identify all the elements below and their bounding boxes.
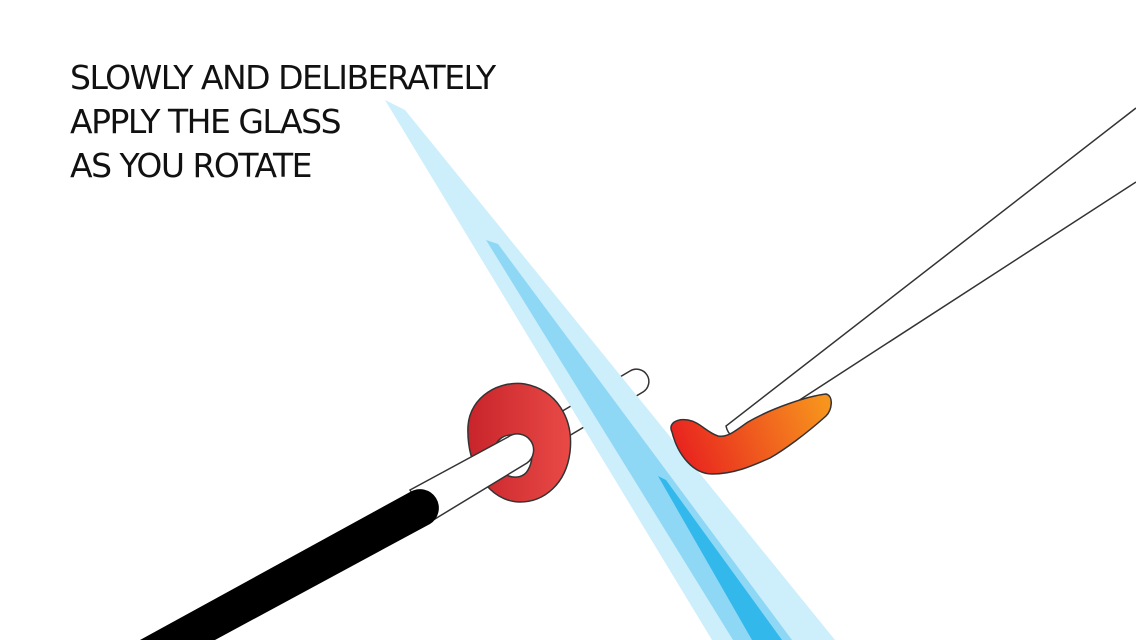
instruction-line-3: AS YOU ROTATE — [70, 146, 313, 185]
flame-mid — [486, 240, 792, 640]
torch-flame — [385, 100, 835, 640]
flame-outer — [385, 100, 835, 640]
molten-glass-tip — [670, 393, 832, 475]
instruction-line-2: APPLY THE GLASS — [70, 102, 342, 141]
mandrel-shaft — [408, 433, 535, 524]
rod-body — [725, 107, 1136, 439]
mandrel — [140, 433, 535, 640]
mandrel-handle — [140, 489, 439, 640]
instruction-line-1: SLOWLY AND DELIBERATELY — [70, 58, 496, 97]
instruction-text: SLOWLY AND DELIBERATELY APPLY THE GLASS … — [70, 56, 496, 188]
glass-rod — [670, 107, 1136, 475]
flame-inner — [658, 476, 782, 640]
